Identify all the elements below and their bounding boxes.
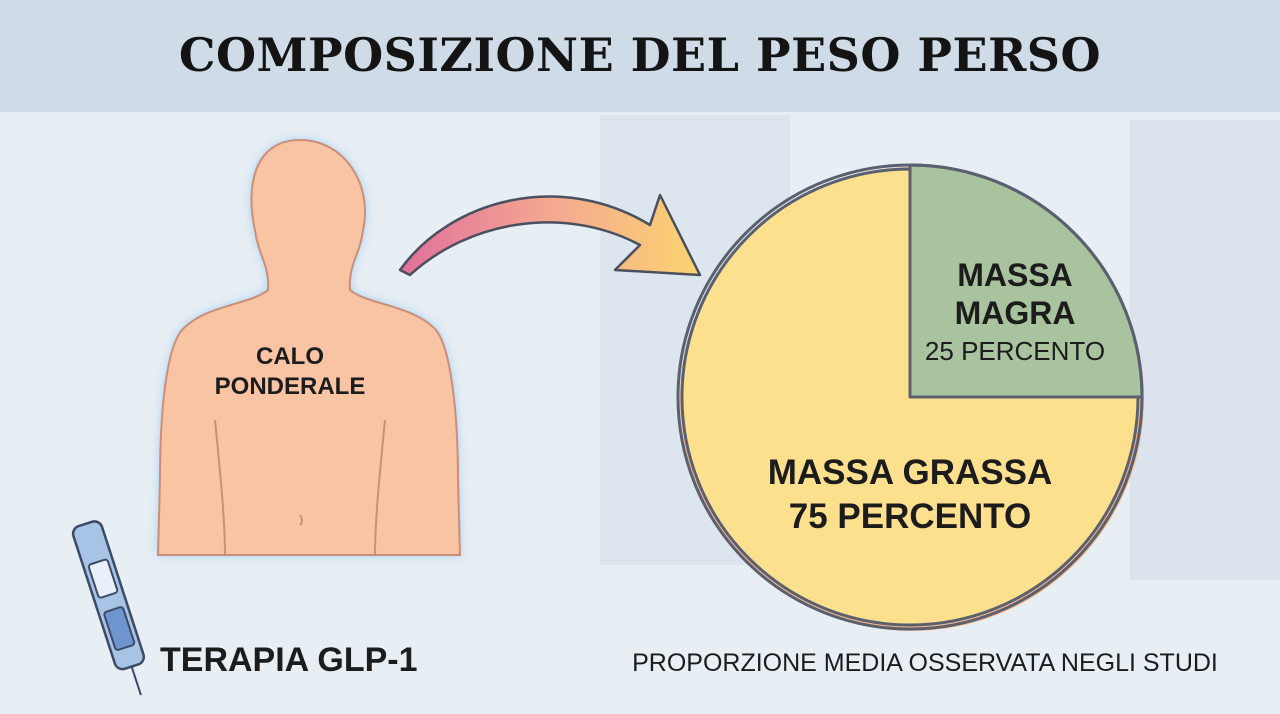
caption: PROPORZIONE MEDIA OSSERVATA NEGLI STUDI [632, 649, 1218, 677]
slice-label: MASSA MAGRA [954, 257, 1076, 332]
pen-label: TERAPIA GLP-1 [160, 641, 418, 679]
human-figure [156, 138, 462, 556]
pen-icon [71, 520, 146, 696]
bg-shape [1130, 120, 1280, 580]
slice-label: MASSA GRASSA [767, 453, 1053, 492]
chart-title: COMPOSIZIONE DEL PESO PERSO [178, 28, 1102, 82]
body-label: CALO PONDERALE [214, 343, 366, 400]
arrow [398, 193, 702, 277]
pie-slice [680, 167, 1140, 627]
value-label: 75 PERCENTO [788, 497, 1032, 536]
pie [676, 163, 1144, 631]
value-label: 25 PERCENTO [924, 336, 1106, 366]
pie-outline [676, 163, 1144, 631]
title-band [0, 0, 1280, 112]
